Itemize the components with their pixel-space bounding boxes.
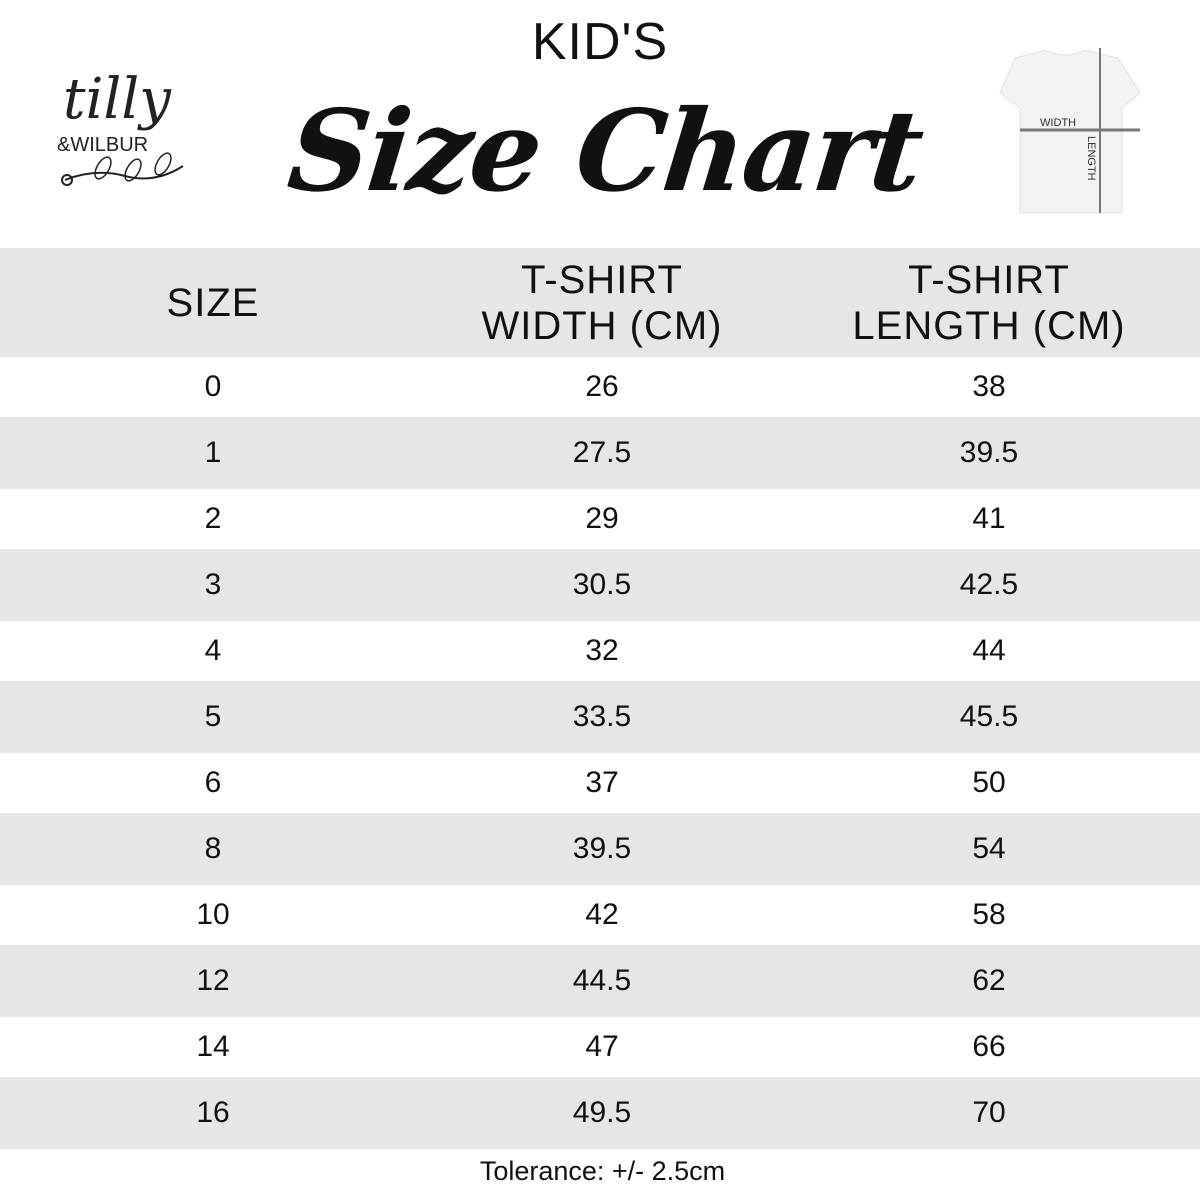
length-cell: 50 — [778, 753, 1200, 813]
size-cell: 12 — [0, 945, 426, 1017]
length-cell: 70 — [778, 1077, 1200, 1149]
length-cell: 58 — [778, 885, 1200, 945]
size-cell: 14 — [0, 1017, 426, 1077]
size-cell: 5 — [0, 681, 426, 753]
table-row: 3 30.5 42.5 — [0, 549, 1200, 621]
width-cell: 30.5 — [426, 549, 778, 621]
table-row: 12 44.5 62 — [0, 945, 1200, 1017]
length-cell: 54 — [778, 813, 1200, 885]
table-row: 0 26 38 — [0, 357, 1200, 417]
length-cell: 44 — [778, 621, 1200, 681]
page-title: Size Chart — [282, 86, 928, 217]
width-cell: 26 — [426, 357, 778, 417]
length-cell: 62 — [778, 945, 1200, 1017]
table-row: 10 42 58 — [0, 885, 1200, 945]
header-line: SIZE — [166, 280, 260, 325]
table-row: 2 29 41 — [0, 489, 1200, 549]
width-cell: 33.5 — [426, 681, 778, 753]
width-cell: 49.5 — [426, 1077, 778, 1149]
size-cell: 2 — [0, 489, 426, 549]
column-header-size: SIZE — [0, 248, 426, 357]
size-table: SIZE T-SHIRT WIDTH (CM) T-SHIRT LENGTH (CM… — [0, 248, 1200, 1149]
header-line: T-SHIRT — [908, 257, 1070, 302]
width-cell: 27.5 — [426, 417, 778, 489]
size-cell: 6 — [0, 753, 426, 813]
length-cell: 42.5 — [778, 549, 1200, 621]
svg-text:tilly: tilly — [63, 67, 172, 132]
kids-heading: KID'S — [531, 13, 669, 71]
table-row: 1 27.5 39.5 — [0, 417, 1200, 489]
tshirt-measure-diagram: WIDTH LENGTH — [990, 48, 1141, 218]
table-row: 4 32 44 — [0, 621, 1200, 681]
column-header-width: T-SHIRT WIDTH (CM) — [426, 248, 778, 357]
table-row: 16 49.5 70 — [0, 1077, 1200, 1149]
length-cell: 39.5 — [778, 417, 1200, 489]
length-cell: 66 — [778, 1017, 1200, 1077]
table-header-row: SIZE T-SHIRT WIDTH (CM) T-SHIRT LENGTH (CM… — [0, 248, 1200, 357]
width-cell: 42 — [426, 885, 778, 945]
size-cell: 3 — [0, 549, 426, 621]
table-row: 14 47 66 — [0, 1017, 1200, 1077]
tilly-wilbur-logo: tilly &WILBUR — [55, 58, 195, 198]
length-cell: 45.5 — [778, 681, 1200, 753]
size-cell: 4 — [0, 621, 426, 681]
table-row: 6 37 50 — [0, 753, 1200, 813]
tolerance-note: Tolerance: +/- 2.5cm — [479, 1156, 726, 1186]
width-cell: 47 — [426, 1017, 778, 1077]
width-cell: 44.5 — [426, 945, 778, 1017]
width-cell: 29 — [426, 489, 778, 549]
header-line: T-SHIRT — [521, 257, 683, 302]
table-row: 8 39.5 54 — [0, 813, 1200, 885]
width-cell: 39.5 — [426, 813, 778, 885]
header-line: WIDTH (CM) — [481, 303, 723, 348]
column-header-length: T-SHIRT LENGTH (CM) — [778, 248, 1200, 357]
length-cell: 41 — [778, 489, 1200, 549]
size-cell: 1 — [0, 417, 426, 489]
size-cell: 0 — [0, 357, 426, 417]
size-cell: 16 — [0, 1077, 426, 1149]
width-cell: 32 — [426, 621, 778, 681]
length-cell: 38 — [778, 357, 1200, 417]
header-line: LENGTH (CM) — [852, 303, 1126, 348]
table-row: 5 33.5 45.5 — [0, 681, 1200, 753]
size-cell: 8 — [0, 813, 426, 885]
size-cell: 10 — [0, 885, 426, 945]
width-label: WIDTH — [1040, 117, 1076, 129]
length-label: LENGTH — [1085, 136, 1097, 181]
svg-text:&WILBUR: &WILBUR — [57, 134, 148, 156]
width-cell: 37 — [426, 753, 778, 813]
